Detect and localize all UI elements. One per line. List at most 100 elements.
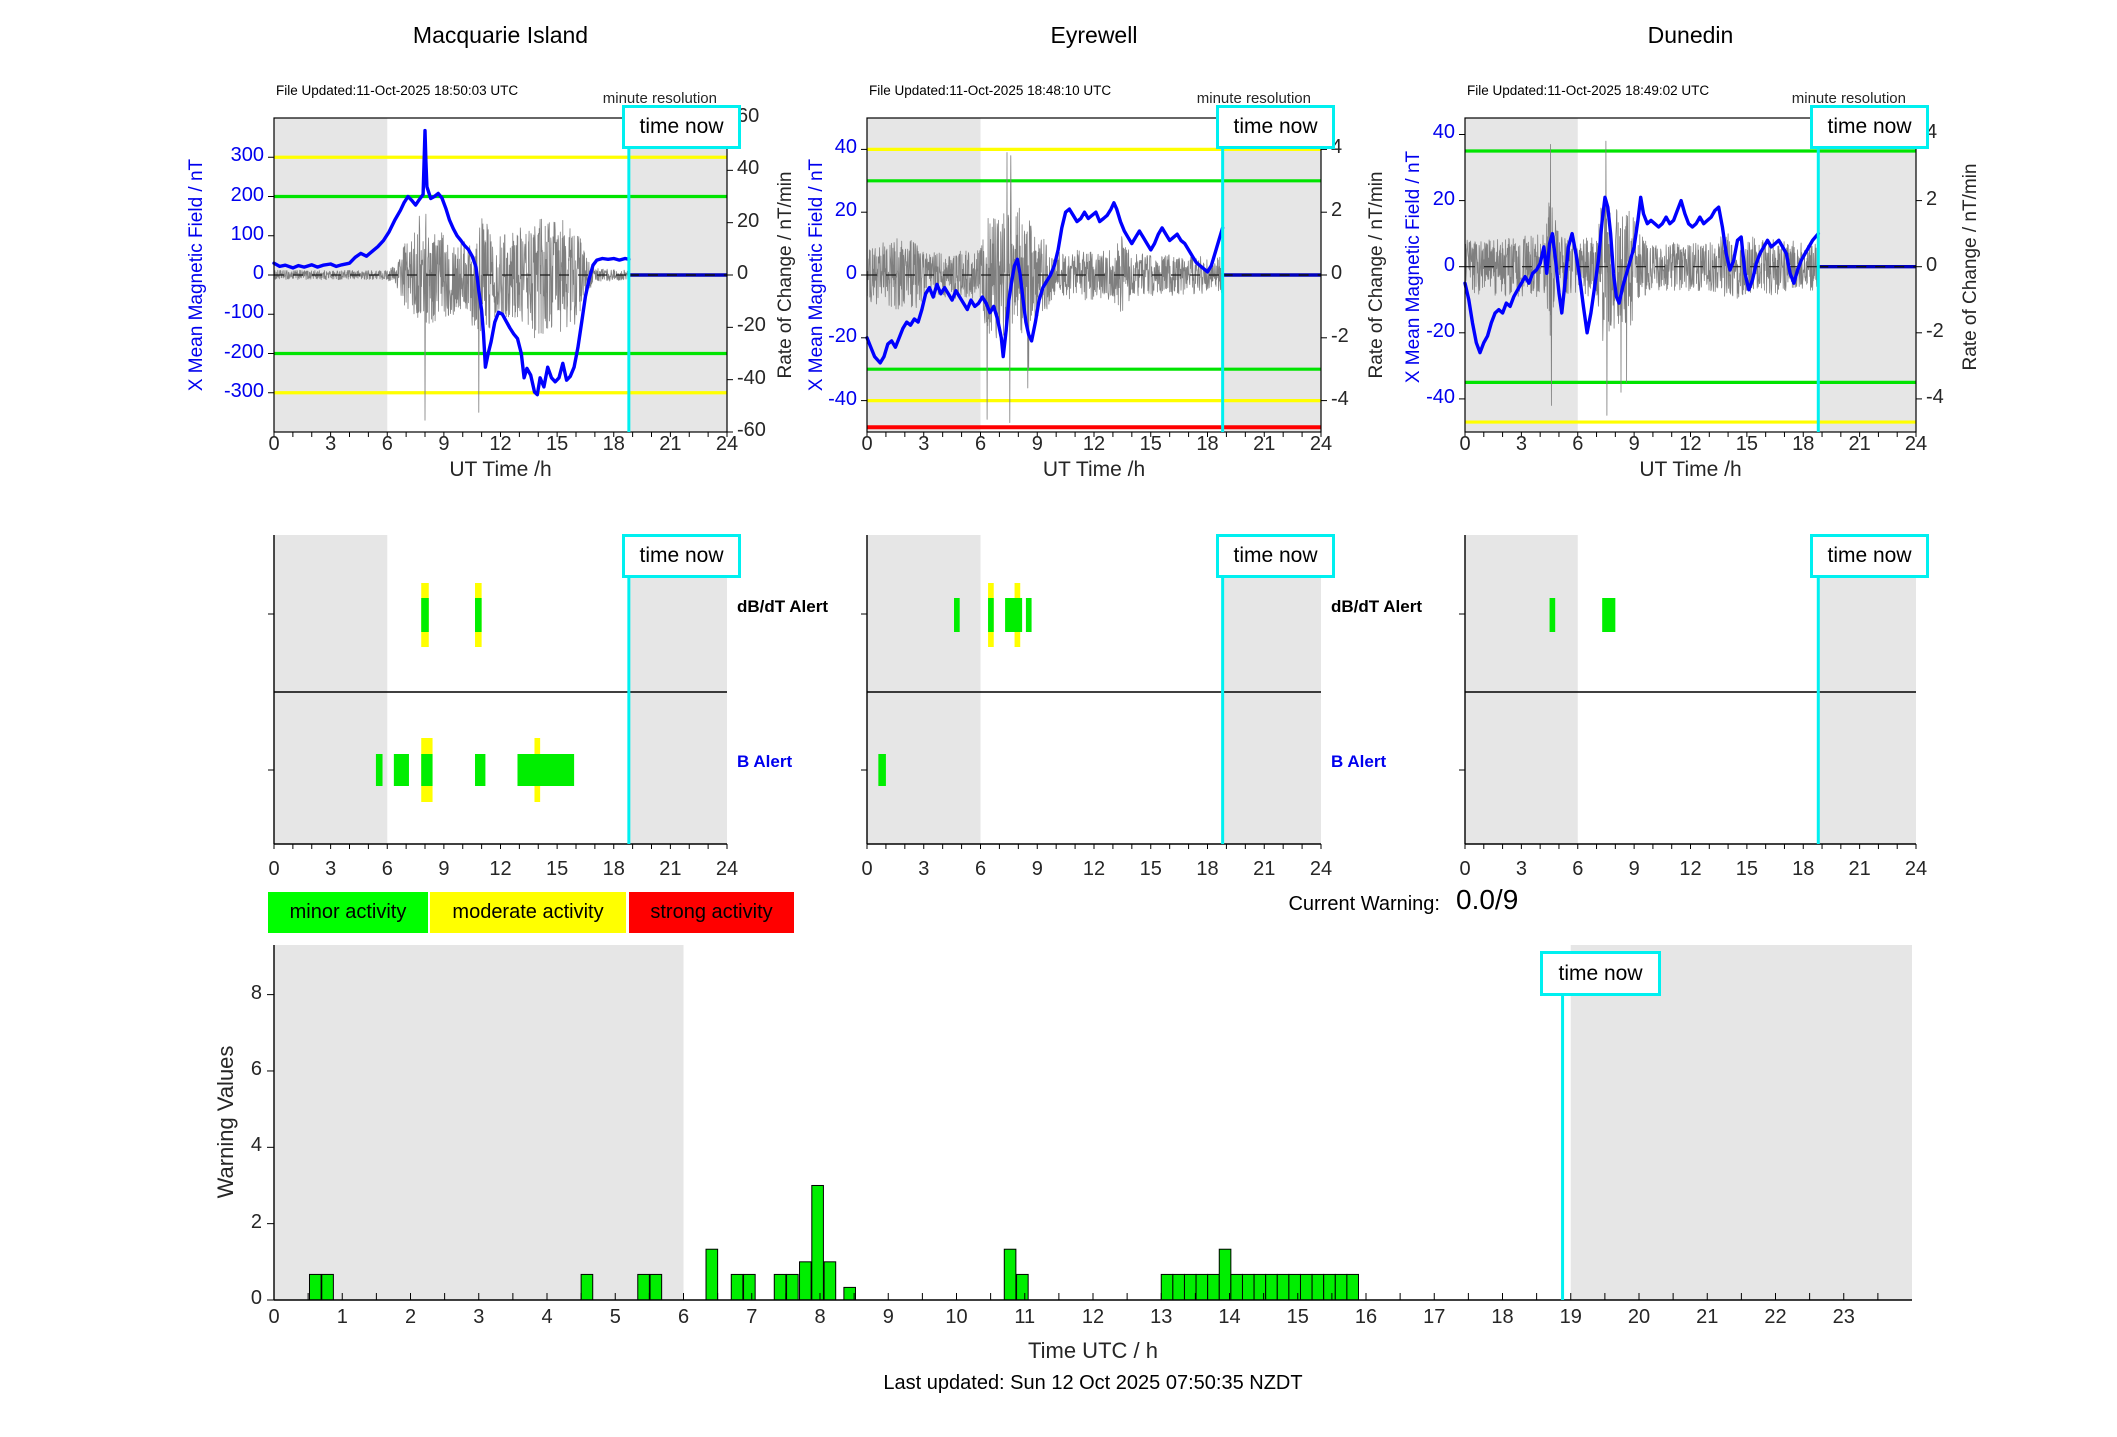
legend-moderate-activity: moderate activity — [430, 892, 626, 933]
warning-shaded-region — [1570, 945, 1912, 1300]
alert-bar-minor — [475, 754, 486, 786]
x-tick-label: 12 — [1082, 433, 1106, 455]
x-tick-label: 0 — [861, 433, 873, 455]
warning-x-tick-label: 14 — [1218, 1306, 1241, 1328]
warning-bar — [786, 1273, 799, 1301]
y-tick-label-left: -100 — [223, 301, 264, 324]
warning-y-tick-label: 4 — [250, 1134, 262, 1157]
b-alert-label-eyrewell: B Alert — [1331, 752, 1387, 771]
b-alert-label-macquarie: B Alert — [737, 752, 793, 771]
warning-bar — [1207, 1273, 1220, 1301]
alert-shaded-region — [274, 535, 388, 844]
y-tick-label-right: 4 — [1926, 121, 1938, 144]
resolution-note-dunedin: minute resolution — [1791, 90, 1906, 107]
alert-x-tick-label: 15 — [1735, 858, 1758, 880]
resolution-note-macquarie: minute resolution — [602, 90, 717, 107]
file-updated-macquarie: File Updated:11-Oct-2025 18:50:03 UTC — [276, 83, 519, 98]
x-tick-label: 6 — [974, 433, 987, 455]
station-title-macquarie: Macquarie Island — [412, 22, 589, 48]
x-tick-label: 9 — [1031, 433, 1043, 455]
warning-bar — [580, 1273, 594, 1301]
y-tick-label-left: 40 — [834, 136, 857, 159]
alert-x-tick-label: 3 — [325, 858, 337, 880]
alert-x-tick-label: 6 — [974, 858, 987, 880]
x-tick-label: 9 — [438, 433, 450, 455]
warning-x-tick-label: 6 — [677, 1306, 690, 1328]
x-tick-label: 3 — [918, 433, 930, 455]
alert-x-tick-label: 12 — [1082, 858, 1106, 880]
alert-time-now-box-macquarie: time now — [622, 534, 741, 578]
alert-shaded-region — [1465, 535, 1578, 844]
warning-bar — [1311, 1273, 1325, 1301]
y-tick-label-right: 20 — [737, 209, 760, 232]
y-tick-label-left: 0 — [1443, 253, 1455, 276]
alert-x-tick-label: 6 — [1572, 858, 1584, 880]
warning-bar — [308, 1273, 322, 1301]
warning-x-tick-label: 12 — [1081, 1306, 1105, 1328]
warning-x-tick-label: 18 — [1491, 1306, 1514, 1328]
alert-bar-minor — [421, 598, 429, 632]
alert-bar-minor — [878, 754, 886, 786]
y-tick-label-left: -40 — [828, 387, 857, 410]
warning-x-tick-label: 11 — [1014, 1306, 1036, 1328]
mean-field-curve — [865, 201, 1225, 365]
y-tick-label-left: 20 — [1432, 187, 1455, 210]
x-tick-label: 12 — [1679, 433, 1702, 455]
warning-bar — [799, 1261, 812, 1301]
y-tick-label-right: -2 — [1331, 324, 1349, 347]
x-tick-label: 9 — [1628, 433, 1640, 455]
x-tick-label: 15 — [1735, 433, 1758, 455]
station-title-dunedin: Dunedin — [1647, 22, 1734, 48]
y-tick-label-left: 40 — [1432, 121, 1455, 144]
warning-bar — [1334, 1273, 1348, 1301]
x-tick-label: 21 — [659, 433, 682, 455]
alert-bar-minor — [1025, 598, 1032, 632]
time-now-box-eyrewell: time now — [1216, 105, 1335, 149]
legend-minor-activity: minor activity — [268, 892, 428, 933]
y-tick-label-right: -20 — [737, 314, 766, 337]
alert-x-tick-label: 9 — [1628, 858, 1640, 880]
resolution-note-eyrewell: minute resolution — [1196, 90, 1311, 107]
warning-bar — [1288, 1273, 1301, 1301]
alert-x-tick-label: 6 — [381, 858, 393, 880]
y-tick-label-right: 2 — [1926, 187, 1938, 210]
x-tick-label: 18 — [602, 433, 625, 455]
file-updated-eyrewell: File Updated:11-Oct-2025 18:48:10 UTC — [869, 83, 1112, 98]
alert-shaded-region — [867, 535, 981, 844]
x-tick-label: 21 — [1253, 433, 1276, 455]
y-tick-label-left: 20 — [834, 199, 857, 222]
x-tick-label: 15 — [546, 433, 569, 455]
y-tick-label-left: -20 — [828, 324, 857, 347]
warning-x-tick-label: 7 — [746, 1306, 758, 1328]
file-updated-dunedin: File Updated:11-Oct-2025 18:49:02 UTC — [1467, 83, 1710, 98]
xlabel-dunedin: UT Time /h — [1639, 458, 1742, 481]
warning-x-tick-label: 9 — [882, 1306, 894, 1328]
x-tick-label: 0 — [268, 433, 280, 455]
y-tick-label-right: 0 — [1331, 262, 1343, 284]
warning-x-tick-label: 10 — [945, 1306, 968, 1328]
warning-x-tick-label: 20 — [1627, 1306, 1651, 1328]
shaded-region — [1465, 118, 1578, 432]
y-tick-label-right: 2 — [1331, 199, 1343, 222]
y-tick-label-right: -4 — [1331, 387, 1349, 410]
y-tick-label-left: -20 — [1426, 319, 1455, 342]
y-tick-label-left: 300 — [230, 144, 264, 167]
y-tick-label-right: 40 — [737, 157, 760, 180]
alert-x-tick-label: 3 — [1515, 858, 1527, 880]
warning-bar — [811, 1184, 824, 1301]
warning-bar — [823, 1261, 837, 1301]
warning-x-tick-label: 22 — [1764, 1306, 1787, 1328]
alert-shaded-region — [1818, 535, 1916, 844]
time-now-box-macquarie: time now — [622, 105, 741, 149]
y-tick-label-left: 200 — [230, 183, 264, 206]
x-tick-label: 18 — [1196, 433, 1219, 455]
alert-x-tick-label: 24 — [1904, 858, 1928, 880]
alert-bar-minor — [375, 754, 383, 786]
warning-bar — [1172, 1273, 1185, 1301]
alert-bar-minor — [1014, 598, 1021, 632]
mean-field-curve — [1463, 195, 1821, 355]
warning-bar — [1183, 1273, 1197, 1301]
alert-x-tick-label: 24 — [715, 858, 739, 880]
alert-x-tick-label: 3 — [918, 858, 930, 880]
